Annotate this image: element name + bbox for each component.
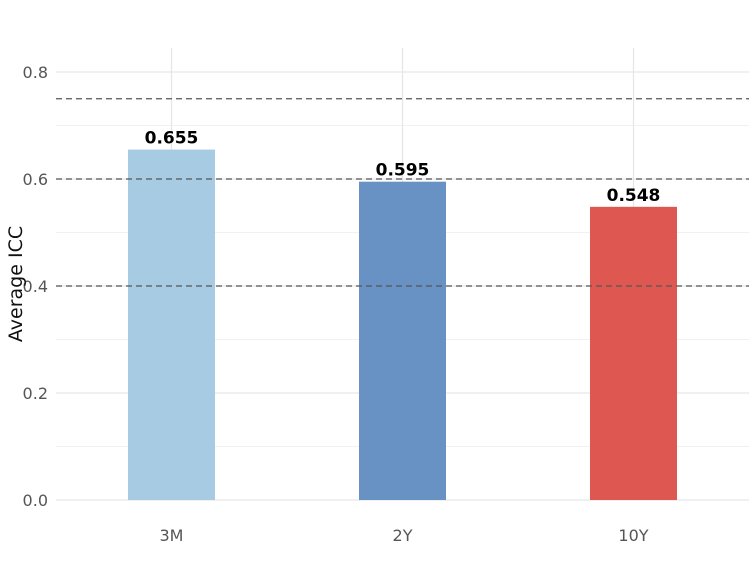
x-tick-label: 10Y — [618, 526, 648, 545]
reference-lines — [56, 98, 749, 287]
data-label-10y: 0.548 — [607, 186, 661, 206]
x-axis-ticks: 3M 2Y 10Y — [160, 526, 649, 545]
bar-10y — [590, 206, 677, 500]
y-tick-label: 0.0 — [23, 491, 48, 510]
data-labels: 0.655 0.595 0.548 — [145, 129, 661, 206]
y-tick-label: 0.6 — [23, 170, 48, 189]
y-tick-label: 0.4 — [23, 277, 48, 296]
x-tick-label: 2Y — [393, 526, 413, 545]
bar-2y — [359, 181, 446, 501]
bar-3m — [128, 149, 215, 500]
y-axis-title: Average ICC — [5, 226, 27, 342]
y-tick-label: 0.2 — [23, 384, 48, 403]
y-tick-label: 0.8 — [23, 63, 48, 82]
x-tick-label: 3M — [160, 526, 184, 545]
data-label-3m: 0.655 — [145, 129, 199, 149]
y-axis-ticks: 0.0 0.2 0.4 0.6 0.8 — [23, 63, 48, 510]
data-label-2y: 0.595 — [376, 161, 430, 181]
bars — [128, 149, 677, 501]
